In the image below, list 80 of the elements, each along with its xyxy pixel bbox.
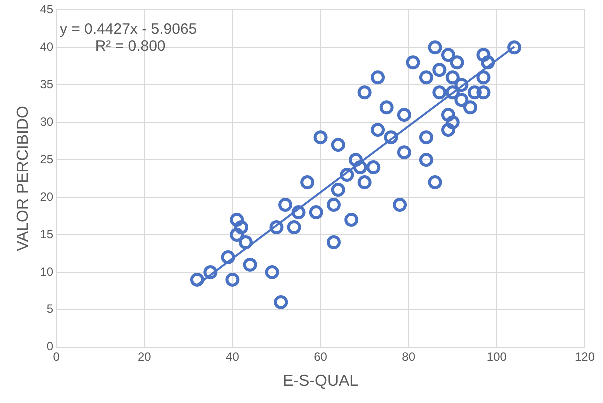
point xyxy=(419,70,434,85)
point xyxy=(481,56,496,70)
point xyxy=(446,86,460,100)
point xyxy=(366,160,381,175)
y-tick-label: 20 xyxy=(40,190,54,204)
point xyxy=(309,206,324,220)
point xyxy=(454,93,469,108)
point xyxy=(476,86,491,100)
point xyxy=(384,130,398,145)
point xyxy=(432,63,447,78)
x-tick-label: 40 xyxy=(226,350,240,364)
point xyxy=(508,40,522,55)
point xyxy=(230,228,244,242)
point xyxy=(278,198,293,212)
point xyxy=(238,235,253,250)
y-tick-label: 15 xyxy=(40,227,54,242)
point xyxy=(331,138,346,152)
point xyxy=(190,272,204,287)
point xyxy=(468,86,482,100)
point xyxy=(265,265,280,280)
x-tick-label: 120 xyxy=(574,350,596,364)
point xyxy=(441,123,456,138)
point xyxy=(326,198,341,212)
point xyxy=(446,116,460,130)
x-tick-label: 100 xyxy=(486,350,508,364)
point xyxy=(454,78,469,92)
point xyxy=(441,108,456,122)
point xyxy=(221,250,236,264)
point xyxy=(270,220,284,235)
y-tick-label: 5 xyxy=(46,302,54,316)
annotation: R² = 0.800 xyxy=(95,38,166,56)
y-tick-label: 0 xyxy=(46,340,54,354)
point xyxy=(358,86,372,100)
y-axis-title: VALOR PERCIBIDO xyxy=(15,106,32,252)
point xyxy=(340,168,354,182)
point xyxy=(234,220,249,235)
y-tick-label: 30 xyxy=(40,114,54,129)
point xyxy=(419,130,434,145)
x-tick-label: 60 xyxy=(314,350,328,364)
y-tick-label: 25 xyxy=(40,152,54,166)
point xyxy=(406,56,420,70)
point xyxy=(450,56,464,70)
point xyxy=(397,146,412,160)
point xyxy=(287,220,302,235)
point xyxy=(428,40,442,55)
point xyxy=(243,258,258,272)
point xyxy=(393,198,408,212)
point xyxy=(371,123,386,138)
x-axis-title: E-S-QUAL xyxy=(282,372,359,390)
point xyxy=(204,265,218,280)
point xyxy=(353,160,368,175)
y-tick-label: 35 xyxy=(40,77,54,92)
y-tick-label: 10 xyxy=(40,264,54,279)
point xyxy=(419,153,434,168)
point xyxy=(371,70,386,85)
point xyxy=(476,48,491,62)
point xyxy=(432,86,447,100)
point xyxy=(331,183,346,198)
point xyxy=(446,70,460,85)
point xyxy=(476,70,491,85)
point xyxy=(441,48,456,62)
point xyxy=(428,176,442,190)
point xyxy=(274,295,288,310)
point xyxy=(314,130,328,145)
y-tick-label: 45 xyxy=(40,2,54,17)
point xyxy=(326,235,341,250)
x-tick-label: 80 xyxy=(402,350,416,364)
point xyxy=(292,206,306,220)
point xyxy=(397,108,412,122)
point xyxy=(230,213,244,228)
y-tick-label: 40 xyxy=(40,40,54,54)
point xyxy=(226,272,240,287)
point xyxy=(344,213,359,228)
x-tick-label: 20 xyxy=(138,350,152,364)
point xyxy=(300,176,315,190)
point xyxy=(464,100,478,115)
point xyxy=(380,100,394,115)
point xyxy=(358,176,372,190)
point xyxy=(349,153,364,168)
annotation: y = 0.4427x - 5.9065 xyxy=(60,21,198,38)
